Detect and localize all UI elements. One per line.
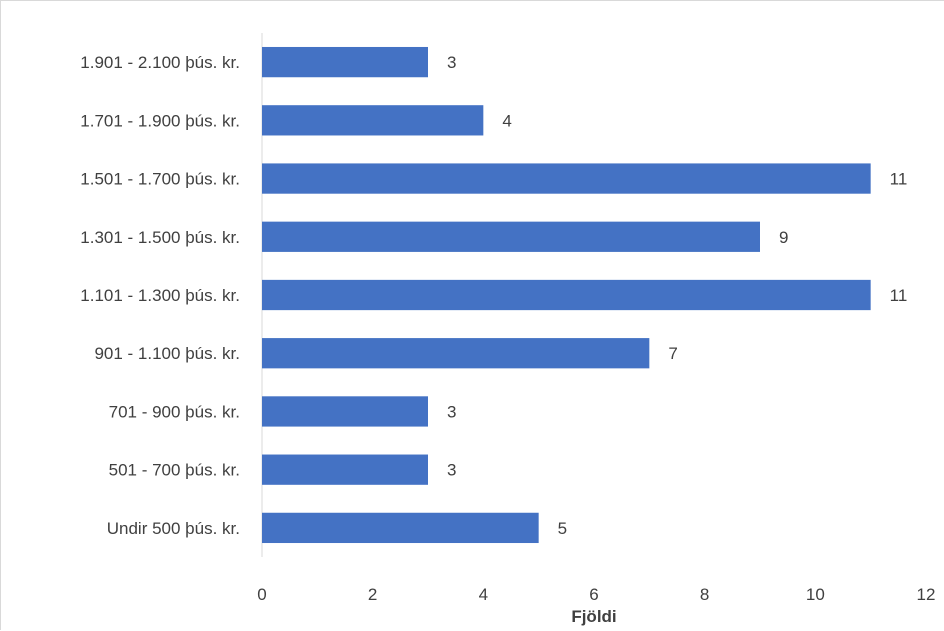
labels-layer: Undir 500 þús. kr. 5 501 - 700 þús. kr. 3 70… <box>80 53 907 538</box>
x-tick-label: 8 <box>700 585 709 604</box>
bar <box>262 105 484 136</box>
data-label: 3 <box>447 53 456 72</box>
category-label: 501 - 700 þús. kr. <box>109 461 240 480</box>
data-label: 7 <box>668 344 677 363</box>
x-tick-label: 12 <box>917 585 936 604</box>
bar <box>262 46 428 78</box>
category-label: 1.901 - 2.100 þús. kr. <box>80 53 240 72</box>
x-axis-title: Fjöldi <box>571 607 616 626</box>
x-tick-label: 10 <box>806 585 825 604</box>
category-label: 901 - 1.100 þús. kr. <box>94 344 240 363</box>
bars-layer <box>262 46 871 544</box>
data-label: 5 <box>558 519 567 538</box>
data-label: 11 <box>890 170 908 189</box>
x-tick-label: 0 <box>257 585 266 604</box>
category-label: 1.501 - 1.700 þús. kr. <box>80 170 240 189</box>
data-label: 9 <box>779 228 788 247</box>
category-label: Undir 500 þús. kr. <box>107 519 240 538</box>
category-label: 1.301 - 1.500 þús. kr. <box>80 228 240 247</box>
category-label: 1.701 - 1.900 þús. kr. <box>80 111 240 130</box>
data-label: 11 <box>890 286 908 305</box>
bar <box>262 454 428 485</box>
category-label: 701 - 900 þús. kr. <box>109 402 240 421</box>
bar <box>262 221 760 252</box>
data-label: 3 <box>447 402 456 421</box>
ticks-layer: 0 2 4 6 8 10 12 <box>257 585 935 604</box>
bar <box>262 396 428 427</box>
x-tick-label: 4 <box>479 585 488 604</box>
bar <box>262 279 871 311</box>
bar <box>262 338 650 369</box>
data-label: 4 <box>502 111 511 130</box>
x-tick-label: 6 <box>589 585 598 604</box>
x-tick-label: 2 <box>368 585 377 604</box>
bar <box>262 512 539 544</box>
category-label: 1.101 - 1.300 þús. kr. <box>80 286 240 305</box>
data-label: 3 <box>447 461 456 480</box>
bar <box>262 163 871 194</box>
